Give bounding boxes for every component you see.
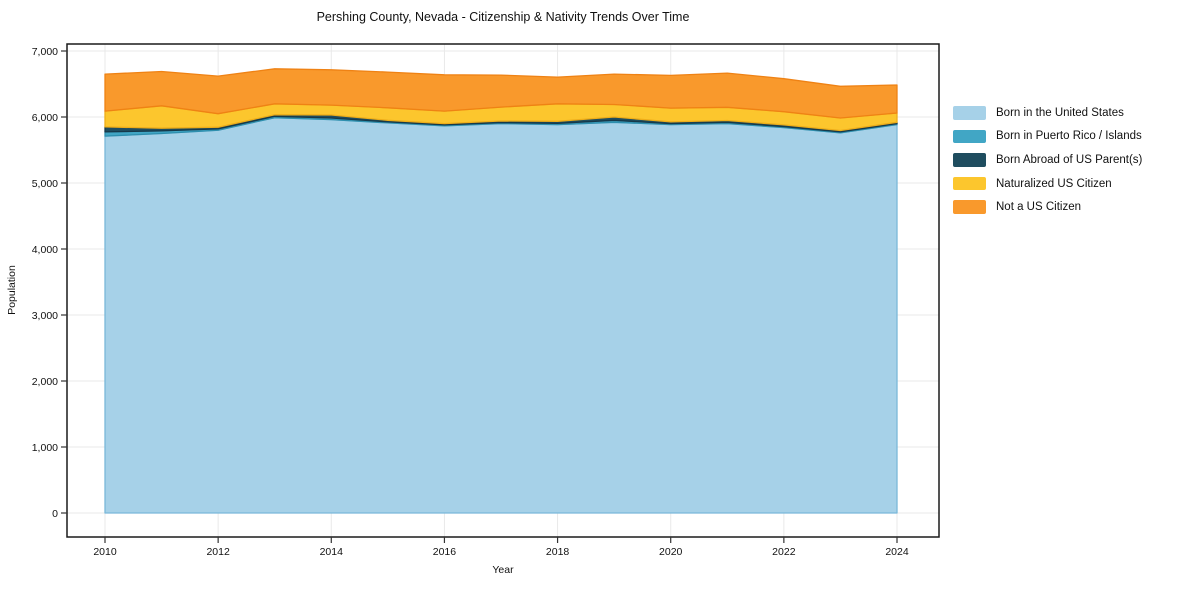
y-tick-label: 6,000 — [32, 112, 58, 124]
x-tick-label: 2020 — [659, 546, 683, 558]
y-tick-label: 4,000 — [32, 244, 58, 256]
legend-label: Born in the United States — [996, 106, 1124, 119]
area-series — [104, 117, 898, 514]
legend-swatch — [953, 129, 986, 144]
legend: Born in the United States Born in Puerto … — [953, 101, 1142, 219]
y-axis-label: Population — [6, 265, 18, 315]
legend-item: Born in Puerto Rico / Islands — [953, 125, 1142, 149]
y-tick-label: 1,000 — [32, 442, 58, 454]
x-tick-label: 2010 — [93, 546, 117, 558]
legend-item: Born Abroad of US Parent(s) — [953, 148, 1142, 172]
y-tick-label: 2,000 — [32, 376, 58, 388]
y-tick-label: 7,000 — [32, 46, 58, 58]
x-tick-label: 2024 — [885, 546, 909, 558]
legend-swatch — [953, 200, 986, 214]
chart-title: Pershing County, Nevada - Citizenship & … — [316, 10, 690, 24]
plot-border — [66, 43, 940, 538]
x-tick-label: 2016 — [433, 546, 457, 558]
x-tick-label: 2022 — [772, 546, 796, 558]
legend-item: Born in the United States — [953, 101, 1142, 125]
legend-label: Naturalized US Citizen — [996, 177, 1112, 190]
legend-label: Born in Puerto Rico / Islands — [996, 130, 1142, 143]
legend-swatch — [953, 106, 986, 120]
x-tick-label: 2018 — [546, 546, 570, 558]
legend-label: Born Abroad of US Parent(s) — [996, 153, 1143, 166]
y-tick-label: 0 — [52, 508, 58, 520]
legend-item: Not a US Citizen — [953, 195, 1142, 219]
legend-swatch — [953, 153, 986, 167]
x-tick-label: 2012 — [206, 546, 230, 558]
legend-swatch — [953, 176, 986, 191]
x-axis-label: Year — [492, 564, 514, 576]
legend-label: Not a US Citizen — [996, 201, 1082, 214]
y-tick-label: 3,000 — [32, 310, 58, 322]
y-tick-label: 5,000 — [32, 178, 58, 190]
area-series — [104, 68, 898, 119]
legend-item: Naturalized US Citizen — [953, 172, 1142, 196]
x-tick-label: 2014 — [320, 546, 344, 558]
